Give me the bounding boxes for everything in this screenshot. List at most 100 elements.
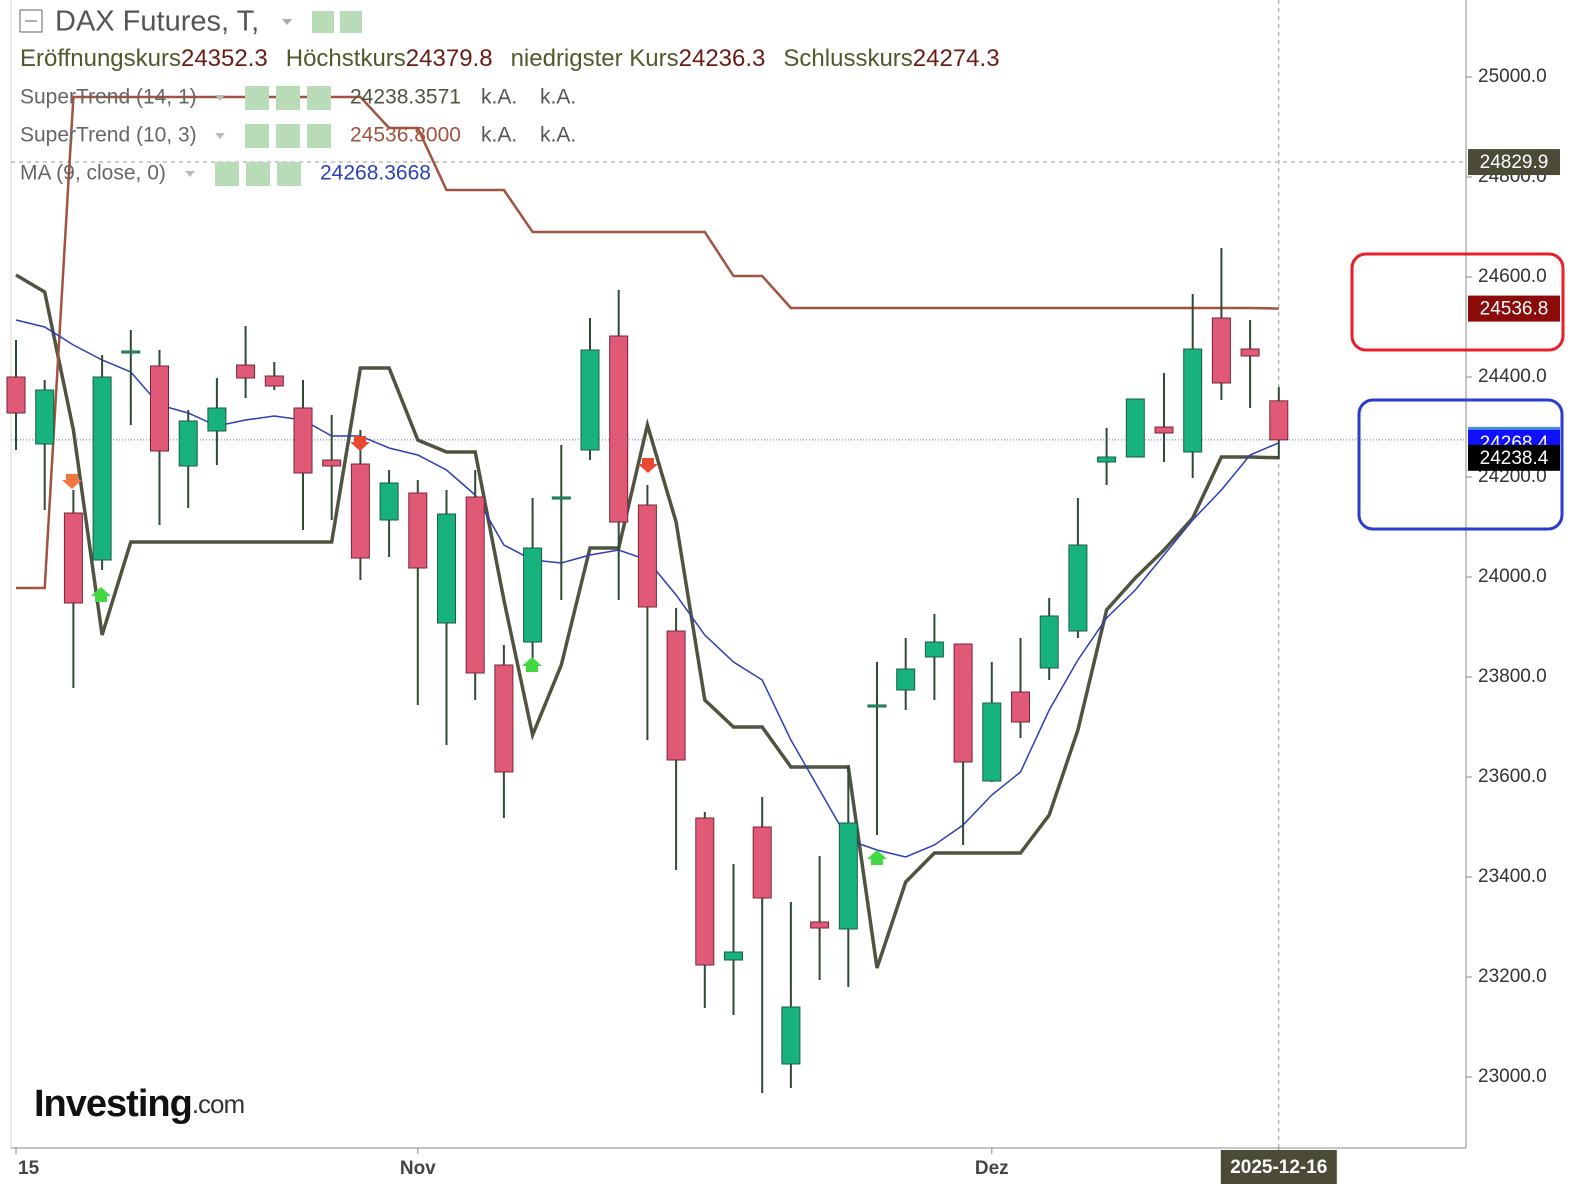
eye-icon[interactable] xyxy=(312,11,334,33)
candle-body xyxy=(838,822,858,930)
candle-body xyxy=(35,389,55,445)
y-tick-label: 25000.0 xyxy=(1478,66,1547,87)
y-tick-label: 24200.0 xyxy=(1478,466,1547,487)
candle-body xyxy=(63,512,83,604)
dropdown-caret xyxy=(185,171,195,177)
x-tick-label: 2025-12-16 xyxy=(1230,1157,1327,1178)
candle-body xyxy=(896,668,916,691)
legend-icon[interactable] xyxy=(215,162,239,186)
candle-body xyxy=(6,376,26,414)
candle-body xyxy=(350,463,370,559)
legend-icon[interactable] xyxy=(276,124,300,148)
dropdown-caret xyxy=(215,133,225,139)
legend-extra: k.A. xyxy=(481,124,517,147)
buy-signal xyxy=(867,850,887,865)
legend-icon[interactable] xyxy=(277,162,301,186)
ohlc-header: Eröffnungskurs24352.3 Höchstkurs24379.8 ni… xyxy=(20,45,1000,72)
candle-body xyxy=(1125,398,1145,458)
legend: SuperTrend (14, 1) 24238.3571 k.A. k.A. Supe… xyxy=(20,86,576,186)
candle-body xyxy=(580,349,600,451)
legend-icon[interactable] xyxy=(307,86,331,110)
candle-body xyxy=(207,407,227,432)
candle-body xyxy=(695,817,715,966)
candle-body xyxy=(293,407,313,474)
logo-suffix: .com xyxy=(192,1089,244,1119)
legend-name: MA (9, close, 0) xyxy=(20,162,166,185)
legend-value: 24238.3571 xyxy=(350,86,461,109)
y-tick-label: 23600.0 xyxy=(1478,766,1547,787)
y-tick-label: 24600.0 xyxy=(1478,266,1547,287)
ohlc-label: Schlusskurs xyxy=(783,45,912,72)
collapse-icon[interactable] xyxy=(19,9,43,33)
candle-body xyxy=(494,664,514,773)
candle-body xyxy=(92,376,112,561)
candle-body xyxy=(609,335,629,523)
candle-body xyxy=(1211,317,1231,384)
candle-body xyxy=(953,643,973,763)
logo-brand: Investing xyxy=(34,1083,192,1125)
candle-body xyxy=(810,921,830,929)
y-tick-label: 23200.0 xyxy=(1478,966,1547,987)
candle-body xyxy=(1097,456,1117,463)
ohlc-value: 24274.3 xyxy=(913,45,1000,72)
candle-body xyxy=(465,496,485,674)
indicator-line xyxy=(16,95,1279,590)
ohlc-label: Höchstkurs xyxy=(286,45,406,72)
legend-icon[interactable] xyxy=(245,124,269,148)
ohlc-value: 24352.3 xyxy=(181,45,268,72)
y-tick-label: 23000.0 xyxy=(1478,1066,1547,1087)
price-label-box xyxy=(1468,444,1560,471)
highlight-box xyxy=(1357,398,1564,531)
candle-body xyxy=(236,364,256,379)
ohlc-value: 24379.8 xyxy=(406,45,493,72)
price-label-box xyxy=(1468,295,1560,322)
x-label-box xyxy=(1220,1150,1337,1184)
candle-body xyxy=(121,350,141,354)
gear-icon[interactable] xyxy=(340,11,362,33)
candle-body xyxy=(322,459,342,467)
highlight-box xyxy=(1350,252,1565,352)
legend-value: 24268.3668 xyxy=(320,162,431,185)
chart-title: DAX Futures, T, xyxy=(55,6,259,38)
candle-body xyxy=(264,375,284,387)
candle-body xyxy=(867,704,887,708)
legend-value: 24536.8000 xyxy=(350,124,461,147)
crosshair-label: 24829.9 xyxy=(1480,152,1549,173)
candle-body xyxy=(1240,348,1260,357)
plot-area xyxy=(6,0,1466,1148)
dropdown-caret[interactable] xyxy=(282,19,292,25)
candle-body xyxy=(551,496,571,500)
x-tick-label: Dez xyxy=(975,1158,1009,1179)
y-tick-label: 24000.0 xyxy=(1478,566,1547,587)
sell-signal xyxy=(62,474,82,489)
x-tick-label: 15 xyxy=(18,1158,40,1179)
candle-body xyxy=(752,826,772,899)
legend-icon[interactable] xyxy=(246,162,270,186)
dropdown-caret xyxy=(215,95,225,101)
candle-body xyxy=(1183,348,1203,453)
candle-body xyxy=(666,630,686,761)
legend-extra: k.A. xyxy=(540,86,576,109)
indicator-line xyxy=(15,273,1279,969)
legend-name: SuperTrend (10, 3) xyxy=(20,124,197,147)
logo: Investing.com xyxy=(34,1083,244,1125)
legend-icon[interactable] xyxy=(276,86,300,110)
legend-name: SuperTrend (14, 1) xyxy=(20,86,197,109)
buy-signal xyxy=(91,587,111,602)
candle-body xyxy=(150,365,169,452)
buy-signal xyxy=(522,657,542,672)
ohlc-label: Eröffnungskurs xyxy=(20,45,181,72)
candle-body xyxy=(178,420,198,467)
candle-body xyxy=(1039,615,1059,669)
legend-icon[interactable] xyxy=(245,86,269,110)
candle-body xyxy=(1154,426,1174,434)
candle-body xyxy=(982,702,1002,782)
candle-body xyxy=(379,482,399,521)
sell-signal xyxy=(350,436,370,451)
legend-icon[interactable] xyxy=(307,124,331,148)
candle-body xyxy=(1068,544,1088,632)
candle-body xyxy=(724,951,743,961)
price-label: 24536.8 xyxy=(1480,299,1549,320)
